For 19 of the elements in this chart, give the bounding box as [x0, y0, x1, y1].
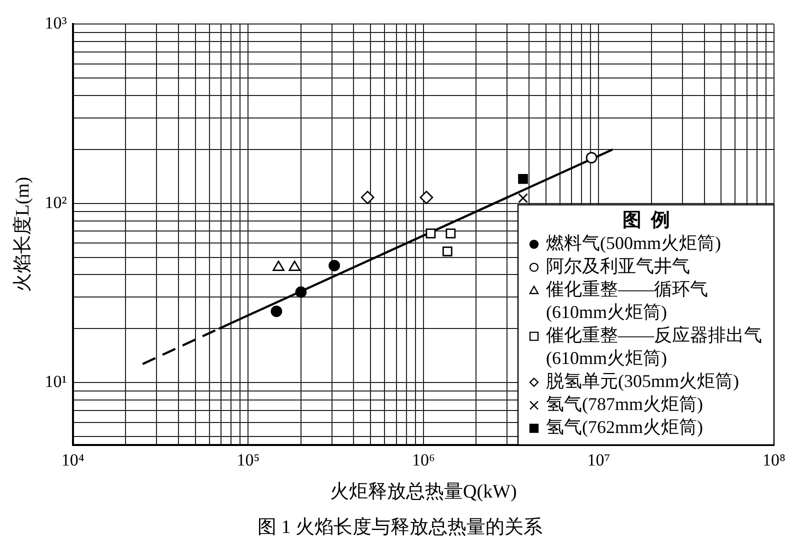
text: 图 1 火焰长度与释放总热量的关系	[256, 516, 544, 540]
legend-label: 阿尔及利亚气井气	[546, 256, 690, 276]
x-tick-label: 10⁷	[587, 450, 610, 470]
x-tick-label: 10⁸	[762, 450, 786, 470]
legend-label: 氢气(762mm火炬筒)	[546, 417, 703, 438]
x-tick-label: 10⁶	[412, 450, 435, 470]
legend-label: 燃料气(500mm火炬筒)	[546, 233, 721, 254]
y-tick-label: 10³	[44, 14, 67, 33]
legend-label: 脱氢单元(305mm火炬筒)	[546, 371, 739, 392]
y-tick-label: 10¹	[44, 372, 67, 392]
x-tick-label: 10⁴	[61, 450, 84, 470]
y-tick-label: 10²	[44, 192, 67, 212]
y-axis-title: 火焰长度L(m)	[11, 176, 34, 292]
x-tick-label: 10⁵	[236, 450, 260, 470]
legend-title: 图 例	[622, 210, 670, 232]
x-axis-title: 火炬释放总热量Q(kW)	[330, 482, 517, 503]
legend-label: 催化重整——反应器排出气(610mm火炬筒)	[546, 325, 762, 368]
legend-label: 催化重整——循环气(610mm火炬筒)	[546, 279, 708, 322]
legend-label: 氢气(787mm火炬筒)	[546, 394, 703, 414]
